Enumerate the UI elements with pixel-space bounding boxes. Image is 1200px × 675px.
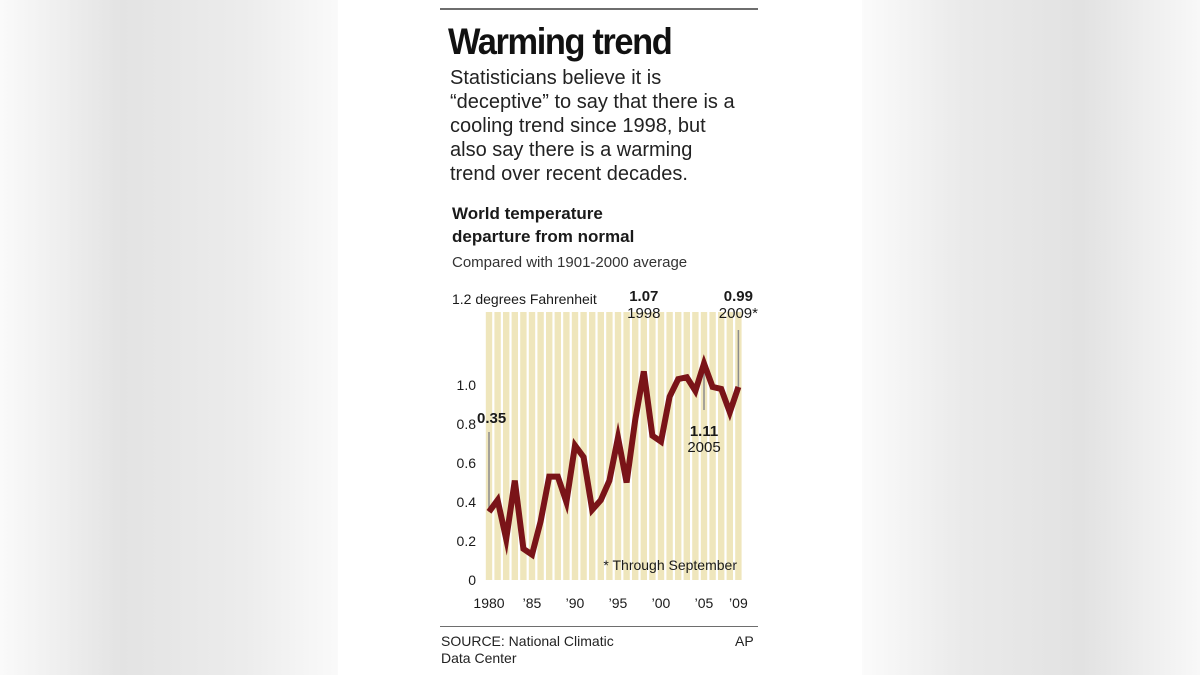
year-stripes: [485, 312, 742, 580]
x-tick-label: ’00: [652, 595, 671, 611]
year-stripe: [632, 312, 639, 580]
year-stripe: [597, 312, 604, 580]
source-credit: SOURCE: National Climatic Data Center: [441, 633, 614, 666]
series-line-layer: [486, 354, 742, 560]
year-stripe: [718, 312, 725, 580]
headline: Warming trend: [448, 21, 673, 62]
chart-subtitle: Compared with 1901-2000 average: [452, 254, 688, 271]
temperature-line-chart: 00.20.40.60.81.0 1980’85’90’95’00’05’09 …: [452, 288, 758, 611]
year-stripe: [537, 312, 544, 580]
year-stripe: [692, 312, 699, 580]
year-stripe: [649, 312, 656, 580]
y-tick-label: 0.8: [457, 416, 477, 432]
y-tick-label: 1.0: [457, 377, 477, 393]
year-stripe: [546, 312, 553, 580]
year-stripe: [640, 312, 647, 580]
bottom-rule: [440, 626, 758, 627]
annotation-year: 2009*: [719, 305, 758, 322]
year-stripe: [666, 312, 673, 580]
year-stripe: [520, 312, 527, 580]
year-stripe: [726, 312, 733, 580]
chart-footnote: * Through September: [603, 557, 737, 573]
year-stripe: [563, 312, 570, 580]
chart-title-line1: World temperature: [452, 204, 603, 223]
year-stripe: [554, 312, 561, 580]
year-stripe: [606, 312, 613, 580]
annotation-value: 1.11: [690, 423, 718, 440]
annotation-value: 0.35: [477, 410, 506, 427]
x-axis: 1980 ’85 ’90 ’95 ’00 ’05 ’09: [473, 595, 748, 611]
x-tick-label: ’90: [566, 595, 585, 611]
x-tick-label: 1980: [473, 595, 504, 611]
year-stripe: [623, 312, 630, 580]
lede-text: Statisticians believe it is “deceptive” …: [450, 67, 735, 185]
year-stripe: [657, 312, 665, 580]
x-tick-label: ’95: [609, 595, 628, 611]
year-stripe: [683, 312, 690, 580]
y-tick-label: 0.4: [457, 494, 477, 510]
year-stripe: [735, 312, 742, 580]
top-rule: [440, 8, 758, 10]
year-stripe: [528, 312, 536, 580]
year-stripe: [589, 312, 596, 580]
chart-title-line2: departure from normal: [452, 227, 635, 246]
y-tick-label: 0.6: [457, 455, 477, 471]
year-stripe: [494, 312, 501, 580]
x-tick-label: ’09: [729, 595, 748, 611]
annotation-year: 1998: [627, 305, 660, 322]
year-stripe: [580, 312, 587, 580]
infographic-card: Warming trend Statisticians believe it i…: [338, 0, 862, 675]
x-tick-label: ’85: [523, 595, 542, 611]
annotation-value: 0.99: [724, 288, 753, 305]
year-stripe: [511, 312, 518, 580]
blurred-background-left: [0, 0, 348, 675]
agency-credit: AP: [735, 633, 754, 649]
y-tick-label: 0: [468, 572, 476, 588]
series-line: [486, 354, 742, 560]
year-stripe: [700, 312, 708, 580]
year-stripe: [675, 312, 682, 580]
annotation-value: 1.07: [629, 288, 658, 305]
year-stripe: [709, 312, 716, 580]
y-axis: 0 0.2 0.4 0.6 0.8 1.0: [457, 377, 477, 588]
blurred-background-right: [862, 0, 1200, 675]
y-tick-label: 0.2: [457, 533, 477, 549]
year-stripe: [503, 312, 510, 580]
y-unit-label: 1.2 degrees Fahrenheit: [452, 291, 597, 307]
x-tick-label: ’05: [695, 595, 714, 611]
annotation-year: 2005: [687, 439, 720, 456]
